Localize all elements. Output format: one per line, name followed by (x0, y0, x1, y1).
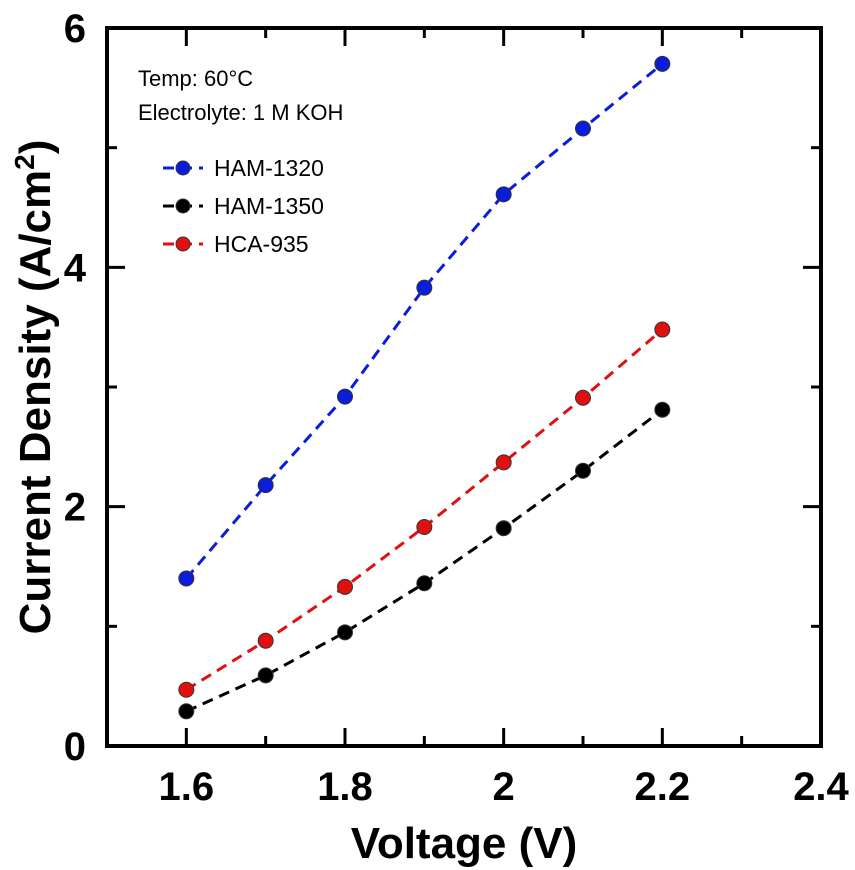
series-markers (178, 55, 671, 720)
data-point-ham-1350 (575, 462, 591, 479)
data-point-ham-1350 (178, 703, 195, 720)
y-axis-title-main: Current Density (A/cm (11, 170, 60, 635)
x-axis-title: Voltage (V) (351, 819, 578, 868)
y-tick-label: 4 (64, 246, 87, 290)
data-point-hca-935 (495, 454, 512, 471)
x-tick-label: 2 (493, 765, 515, 809)
legend-marker-hca-935 (175, 236, 191, 252)
data-point-hca-935 (416, 519, 433, 536)
y-tick-labels: 0 2 4 6 (64, 7, 87, 769)
y-tick-label: 0 (64, 725, 86, 769)
data-point-ham-1320 (337, 388, 353, 405)
data-point-ham-1350 (257, 667, 274, 684)
x-tick-label: 1.8 (317, 765, 373, 809)
y-tick-label: 2 (64, 486, 86, 530)
data-point-ham-1320 (416, 279, 433, 296)
data-point-ham-1350 (495, 520, 512, 537)
data-point-hca-935 (654, 321, 671, 338)
legend: HAM-1320 HAM-1350 HCA-935 (163, 155, 324, 257)
y-tick-label: 6 (64, 7, 86, 51)
series-line-hca-935 (185, 328, 664, 692)
grid-and-ticks (107, 26, 823, 748)
data-point-ham-1320 (654, 55, 671, 72)
y-axis-title-sup: 2 (9, 154, 40, 170)
data-point-ham-1350 (337, 624, 353, 641)
data-point-hca-935 (337, 578, 353, 595)
legend-label-hca-935: HCA-935 (214, 231, 309, 257)
legend-label-ham-1350: HAM-1350 (214, 193, 324, 219)
data-point-ham-1320 (257, 477, 274, 494)
data-point-hca-935 (575, 389, 591, 406)
data-point-hca-935 (178, 681, 195, 698)
legend-marker-ham-1350 (175, 198, 191, 214)
y-axis-title-close: ) (11, 140, 60, 155)
data-point-hca-935 (257, 632, 274, 649)
x-tick-label: 2.2 (635, 765, 691, 809)
x-tick-label: 1.6 (159, 765, 215, 809)
plot-frame (105, 26, 823, 748)
data-point-ham-1350 (416, 575, 433, 592)
series-line-ham-1350 (185, 408, 664, 713)
legend-label-ham-1320: HAM-1320 (214, 155, 324, 181)
x-tick-label: 2.4 (793, 765, 849, 809)
data-point-ham-1320 (575, 120, 591, 137)
legend-marker-ham-1320 (175, 160, 191, 176)
y-axis-title: Current Density (A/cm2) (9, 140, 60, 635)
annotation-temp: Temp: 60°C (138, 66, 253, 91)
data-point-ham-1350 (654, 401, 671, 418)
data-point-ham-1320 (495, 186, 512, 203)
data-point-ham-1320 (178, 570, 195, 587)
series-line-ham-1320 (185, 62, 664, 580)
annotation-electrolyte: Electrolyte: 1 M KOH (138, 100, 343, 125)
x-tick-labels: 1.6 1.8 2 2.2 2.4 (159, 765, 850, 809)
